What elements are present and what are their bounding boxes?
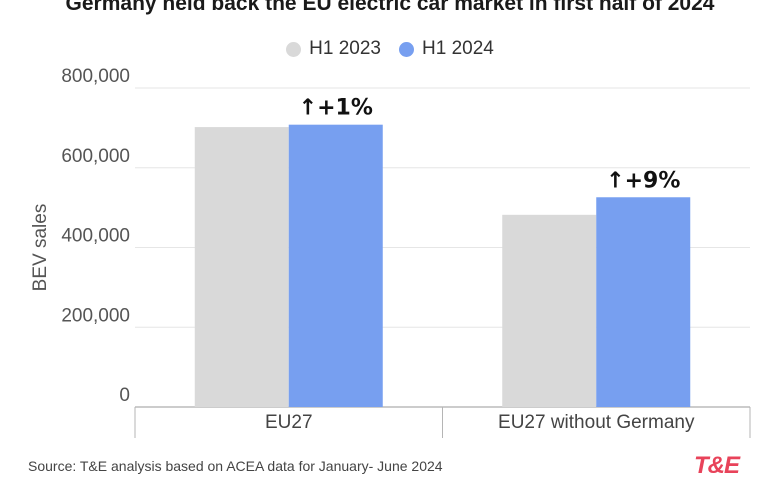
legend: H1 2023 H1 2024 bbox=[0, 38, 780, 60]
bar-h1-2023-1 bbox=[502, 214, 597, 407]
legend-swatch-h1-2024 bbox=[399, 41, 414, 57]
y-tick-label: 800,000 bbox=[61, 66, 130, 87]
y-tick-label: 600,000 bbox=[61, 146, 130, 167]
x-tick-label: EU27 bbox=[265, 412, 313, 433]
legend-item-h1-2024: H1 2024 bbox=[399, 38, 494, 60]
bar-chart: 0 200,000 400,000 600,000 800,000 BEV sales ↑+… bbox=[30, 66, 751, 438]
legend-label-h1-2023: H1 2023 bbox=[309, 38, 381, 59]
source-note: Source: T&E analysis based on ACEA data … bbox=[28, 458, 443, 474]
bar-h1-2023-0 bbox=[194, 127, 289, 407]
x-tick-label: EU27 without Germany bbox=[498, 412, 695, 433]
change-annotation: ↑+9% bbox=[606, 168, 680, 193]
change-annotation: ↑+1% bbox=[299, 96, 373, 121]
y-tick-label: 200,000 bbox=[61, 305, 130, 326]
bar-h1-2024-0 bbox=[288, 124, 383, 407]
te-logo: T&E bbox=[694, 452, 740, 479]
legend-label-h1-2024: H1 2024 bbox=[422, 38, 494, 59]
chart-title: Germany held back the EU electric car ma… bbox=[65, 0, 715, 15]
legend-item-h1-2023: H1 2023 bbox=[286, 38, 381, 60]
legend-swatch-h1-2023 bbox=[286, 41, 302, 57]
bar-h1-2024-1 bbox=[596, 197, 691, 407]
y-tick-label: 0 bbox=[119, 385, 130, 406]
y-tick-label: 400,000 bbox=[61, 226, 130, 247]
y-axis-label: BEV sales bbox=[30, 204, 51, 292]
